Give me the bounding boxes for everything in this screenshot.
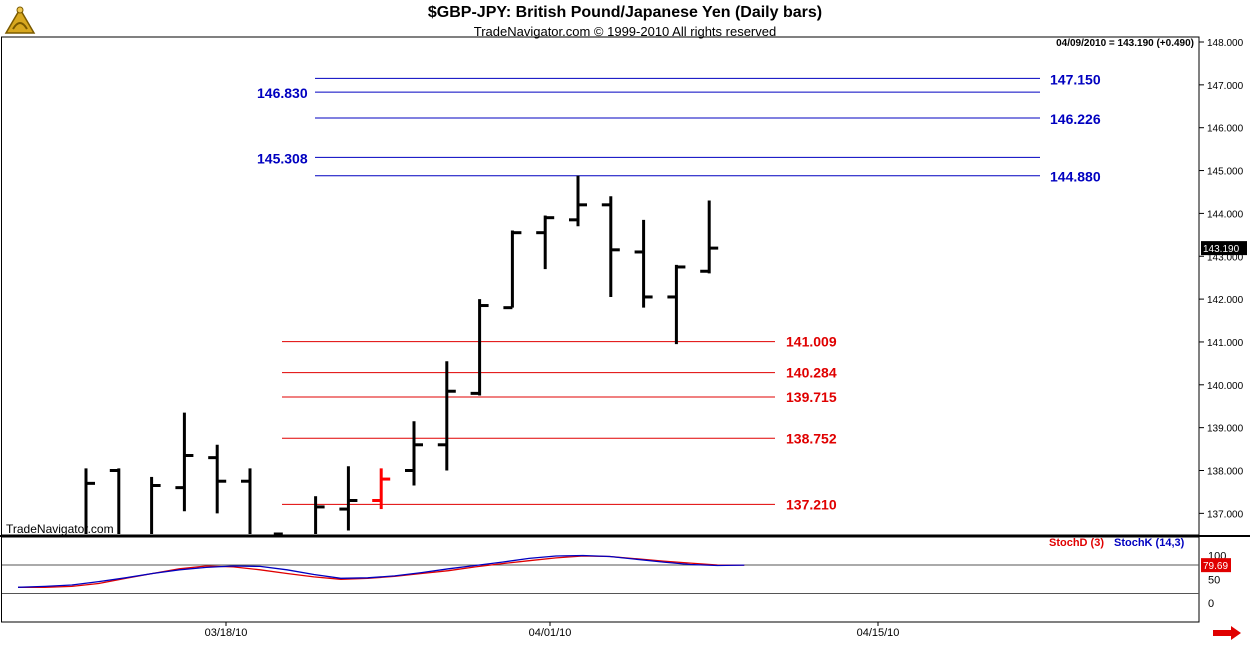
price-tick-label: 148.000 <box>1207 38 1244 49</box>
price-tick-label: 143.000 <box>1207 252 1244 263</box>
stoch-last-label: 79.69 <box>1203 561 1228 572</box>
price-tick-label: 139.000 <box>1207 424 1244 435</box>
ohlc-bar <box>437 361 456 471</box>
sextant-logo-icon[interactable] <box>3 3 37 37</box>
ohlc-bar <box>208 444 227 514</box>
ohlc-bar <box>405 421 423 486</box>
price-tick-label: 146.000 <box>1207 124 1244 135</box>
ohlc-bar <box>109 468 121 534</box>
fib-level-label-blue: 147.150 <box>1050 71 1101 87</box>
ohlc-bar <box>372 468 391 510</box>
fib-level-label-blue: 146.226 <box>1050 111 1101 127</box>
ohlc-bar <box>314 496 325 534</box>
stochk-line <box>17 554 745 588</box>
ohlc-bar <box>84 468 95 534</box>
scroll-right-arrow-icon[interactable] <box>1213 626 1241 640</box>
fib-level-label-red: 139.715 <box>786 389 837 405</box>
watermark: TradeNavigator.com <box>6 522 114 536</box>
legend-stochk: StochK (14,3) <box>1114 537 1185 549</box>
price-tick-label: 142.000 <box>1207 295 1244 306</box>
price-tick-label: 141.000 <box>1207 338 1244 349</box>
ohlc-bar <box>339 466 358 531</box>
legend-stochd: StochD (3) <box>1049 537 1104 549</box>
price-tick-label: 145.000 <box>1207 167 1244 178</box>
last-price-box <box>1201 241 1247 256</box>
ohlc-bar <box>667 264 686 345</box>
last-quote: 04/09/2010 = 143.190 (+0.490) <box>1056 38 1194 49</box>
ohlc-bar <box>634 219 653 308</box>
price-panel-border <box>1 36 1200 536</box>
price-axis: 137.000 138.000 139.000 140.000 141.000 142.0… <box>1199 38 1247 520</box>
price-tick-label: 137.000 <box>1207 509 1244 520</box>
fib-level-label-red: 140.284 <box>786 365 837 381</box>
stoch-last-box <box>1201 558 1231 573</box>
stoch-tick-label: 50 <box>1208 574 1220 586</box>
fib-level-label-red: 141.009 <box>786 334 837 350</box>
ohlc-bar <box>470 299 489 396</box>
stoch-panel-border <box>1 536 1200 623</box>
copyright-text: TradeNavigator.com © 1999-2010 All right… <box>473 24 777 39</box>
fib-level-label-red: 138.752 <box>786 430 837 446</box>
price-tick-label: 138.000 <box>1207 467 1244 478</box>
price-levels: 147.150 146.830 146.226 145.308 144.880 141.0… <box>257 71 1101 512</box>
date-tick-label: 04/15/10 <box>857 627 900 639</box>
price-bars <box>84 175 719 536</box>
fib-level-label-blue: 146.830 <box>257 85 308 101</box>
ohlc-bar <box>601 196 620 297</box>
chart-frame <box>0 36 1250 623</box>
ohlc-bar <box>503 230 522 310</box>
stoch-tick-label: 0 <box>1208 598 1214 610</box>
ohlc-bar <box>150 476 161 534</box>
ohlc-bar <box>536 215 555 270</box>
ohlc-bar <box>241 468 252 534</box>
price-tick-label: 147.000 <box>1207 81 1244 92</box>
ohlc-bar <box>175 412 194 512</box>
stochd-line <box>18 555 745 588</box>
date-axis: 03/18/10 04/01/10 04/15/10 <box>205 622 900 639</box>
date-tick-label: 03/18/10 <box>205 627 248 639</box>
date-tick-label: 04/01/10 <box>529 627 572 639</box>
fib-level-label-blue: 145.308 <box>257 150 308 166</box>
price-tick-label: 144.000 <box>1207 209 1244 220</box>
price-tick-label: 140.000 <box>1207 381 1244 392</box>
ohlc-bar <box>569 175 587 227</box>
last-price-label: 143.190 <box>1203 244 1240 255</box>
fib-level-label-blue: 144.880 <box>1050 169 1101 185</box>
ohlc-bar <box>700 200 719 274</box>
fib-level-label-red: 137.210 <box>786 496 837 512</box>
chart-title: $GBP-JPY: British Pound/Japanese Yen (Da… <box>427 4 823 21</box>
